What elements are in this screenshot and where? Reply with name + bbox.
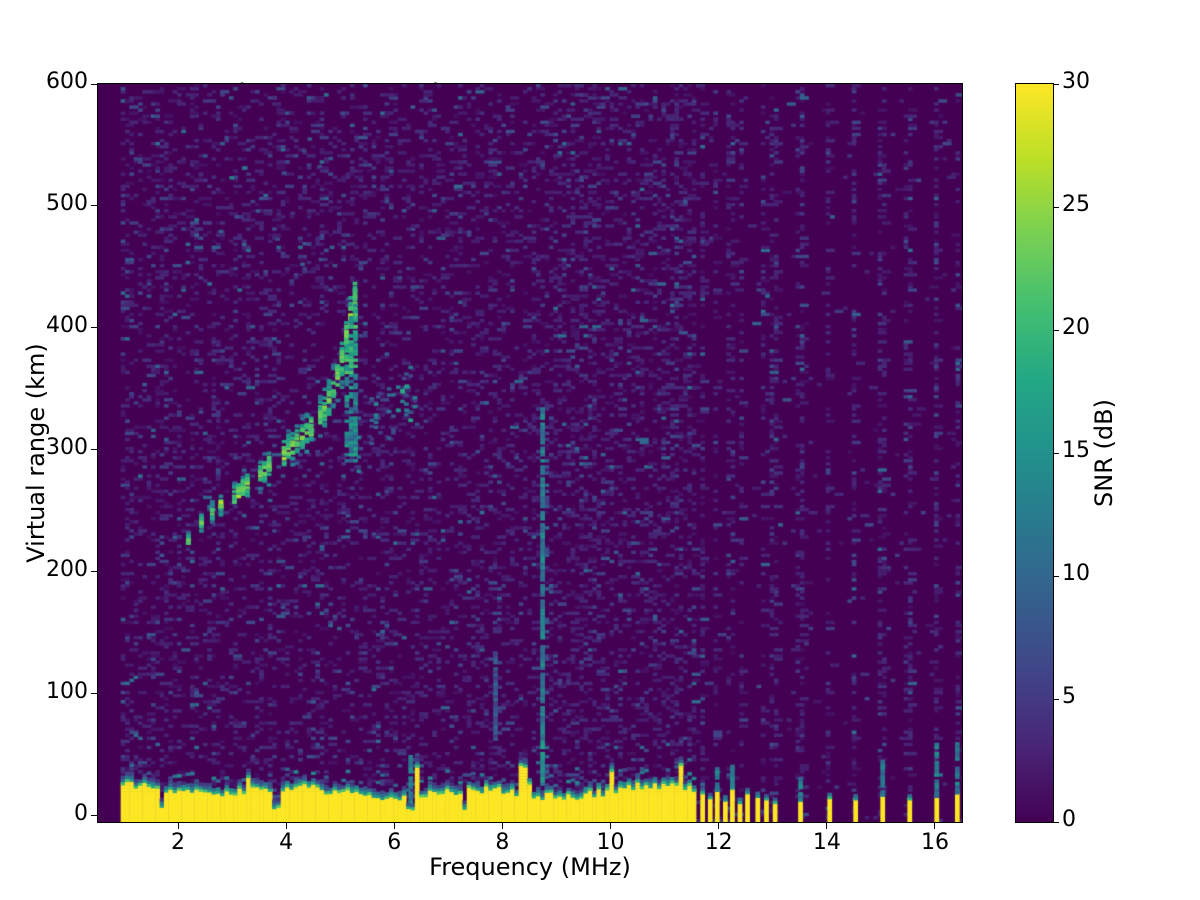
colorbar-tick-label: 10 bbox=[1062, 561, 1090, 586]
ionogram-heatmap bbox=[98, 84, 962, 822]
colorbar-tick-mark bbox=[1053, 821, 1059, 823]
x-tick-mark bbox=[501, 822, 503, 829]
y-tick-label: 400 bbox=[46, 312, 88, 338]
x-tick-label: 8 bbox=[495, 830, 510, 855]
y-tick-label: 300 bbox=[46, 434, 88, 460]
x-tick-mark bbox=[177, 822, 179, 829]
x-tick-label: 2 bbox=[171, 830, 186, 855]
x-tick-mark bbox=[285, 822, 287, 829]
y-tick-label: 200 bbox=[46, 556, 88, 582]
plot-border bbox=[97, 83, 963, 823]
y-tick-mark bbox=[91, 815, 98, 817]
y-tick-mark bbox=[91, 83, 98, 85]
colorbar-tick-mark bbox=[1053, 83, 1059, 85]
x-tick-label: 16 bbox=[920, 830, 949, 855]
x-tick-label: 6 bbox=[387, 830, 402, 855]
colorbar-gradient bbox=[1016, 84, 1053, 822]
colorbar-tick-label: 25 bbox=[1062, 192, 1090, 217]
colorbar-tick-mark bbox=[1053, 452, 1059, 454]
x-tick-mark bbox=[718, 822, 720, 829]
x-tick-mark bbox=[934, 822, 936, 829]
colorbar-label: SNR (dB) bbox=[1090, 399, 1118, 507]
colorbar-tick-mark bbox=[1053, 698, 1059, 700]
colorbar-tick-mark bbox=[1053, 329, 1059, 331]
x-tick-label: 4 bbox=[279, 830, 294, 855]
y-tick-mark bbox=[91, 693, 98, 695]
y-tick-label: 0 bbox=[74, 800, 88, 826]
y-tick-mark bbox=[91, 205, 98, 207]
y-tick-label: 500 bbox=[46, 190, 88, 216]
x-tick-label: 14 bbox=[812, 830, 841, 855]
x-axis-label: Frequency (MHz) bbox=[429, 853, 631, 881]
x-tick-label: 10 bbox=[596, 830, 625, 855]
colorbar-border bbox=[1015, 83, 1054, 823]
colorbar-tick-label: 5 bbox=[1062, 684, 1076, 709]
x-tick-mark bbox=[826, 822, 828, 829]
colorbar-tick-mark bbox=[1053, 575, 1059, 577]
y-tick-mark bbox=[91, 327, 98, 329]
y-axis-label: Virtual range (km) bbox=[22, 343, 50, 563]
colorbar-tick-label: 15 bbox=[1062, 438, 1090, 463]
colorbar-tick-label: 20 bbox=[1062, 315, 1090, 340]
x-tick-label: 12 bbox=[704, 830, 733, 855]
y-tick-mark bbox=[91, 449, 98, 451]
y-tick-label: 600 bbox=[46, 69, 88, 94]
colorbar-tick-mark bbox=[1053, 206, 1059, 208]
colorbar-tick-label: 0 bbox=[1062, 807, 1076, 832]
y-tick-mark bbox=[91, 571, 98, 573]
x-tick-mark bbox=[610, 822, 612, 829]
colorbar-tick-label: 30 bbox=[1062, 69, 1090, 94]
y-tick-label: 100 bbox=[46, 678, 88, 704]
x-tick-mark bbox=[393, 822, 395, 829]
